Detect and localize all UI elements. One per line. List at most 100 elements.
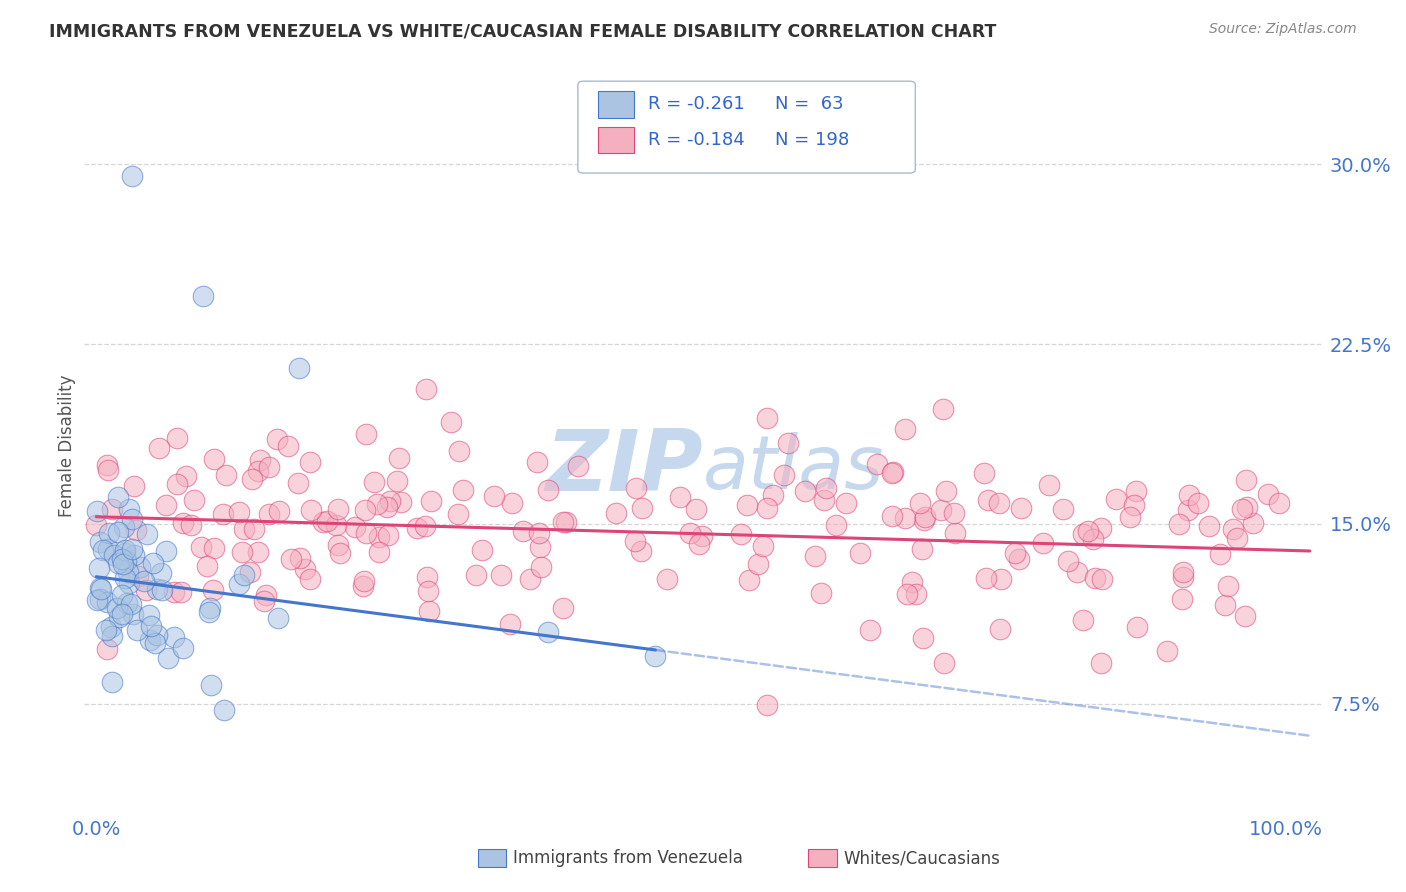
Point — [228, 505, 250, 519]
Point — [1241, 516, 1264, 530]
Text: Immigrants from Venezuela: Immigrants from Venezuela — [513, 849, 742, 867]
Text: Source: ZipAtlas.com: Source: ZipAtlas.com — [1209, 22, 1357, 37]
Point — [471, 542, 494, 557]
Point — [145, 628, 167, 642]
Point — [122, 607, 145, 622]
Point — [914, 510, 936, 524]
Point — [115, 554, 138, 568]
Point — [866, 457, 889, 471]
Point — [624, 533, 647, 548]
Point — [1177, 503, 1199, 517]
Point — [1234, 608, 1257, 623]
Point — [101, 502, 124, 516]
Point — [555, 515, 578, 529]
Point — [121, 541, 143, 556]
Point — [89, 581, 111, 595]
Point — [489, 568, 512, 582]
Point — [973, 466, 995, 480]
Point — [121, 512, 143, 526]
Point — [108, 609, 131, 624]
Point — [299, 503, 322, 517]
Point — [420, 493, 443, 508]
Point — [1171, 570, 1194, 584]
Point — [834, 496, 856, 510]
Y-axis label: Female Disability: Female Disability — [58, 375, 76, 517]
Point — [107, 556, 129, 570]
Point — [129, 560, 152, 574]
Point — [247, 464, 270, 478]
Point — [150, 583, 173, 598]
Point — [977, 492, 1000, 507]
Point — [1066, 565, 1088, 579]
Point — [352, 579, 374, 593]
Point — [690, 529, 713, 543]
Point — [896, 587, 918, 601]
Point — [1125, 483, 1147, 498]
Point — [529, 540, 551, 554]
Point — [813, 492, 835, 507]
Point — [762, 488, 785, 502]
Point — [735, 498, 758, 512]
Point — [172, 516, 194, 530]
Point — [848, 546, 870, 560]
Point — [97, 526, 120, 541]
Point — [121, 597, 143, 611]
Point — [415, 570, 437, 584]
Point — [280, 552, 302, 566]
Point — [1126, 620, 1149, 634]
Point — [215, 467, 238, 482]
Point — [114, 543, 136, 558]
Point — [1156, 644, 1178, 658]
Point — [148, 441, 170, 455]
Point — [1216, 579, 1239, 593]
Point — [1056, 554, 1078, 568]
Point — [1008, 552, 1031, 566]
Point — [825, 518, 848, 533]
Point — [756, 698, 779, 712]
Point — [105, 601, 128, 615]
Point — [97, 462, 120, 476]
Point — [231, 545, 253, 559]
Point — [110, 588, 132, 602]
Point — [1077, 524, 1099, 538]
Point — [624, 481, 647, 495]
Point — [1090, 656, 1112, 670]
Point — [512, 524, 534, 539]
Point — [86, 504, 108, 518]
Point — [114, 546, 136, 560]
Point — [202, 452, 225, 467]
Point — [122, 549, 145, 563]
Point — [377, 528, 399, 542]
Text: N =  63: N = 63 — [775, 95, 844, 113]
Point — [413, 519, 436, 533]
Point — [416, 583, 439, 598]
Point — [114, 571, 136, 585]
Point — [1105, 492, 1128, 507]
Point — [756, 501, 779, 516]
Point — [685, 502, 707, 516]
Point — [329, 546, 352, 560]
Point — [912, 513, 935, 527]
Point — [987, 496, 1010, 510]
Point — [942, 506, 965, 520]
Point — [166, 431, 188, 445]
Point — [630, 543, 652, 558]
Point — [157, 651, 180, 665]
Point — [751, 539, 773, 553]
Point — [89, 592, 111, 607]
Point — [176, 469, 198, 483]
Point — [1257, 487, 1279, 501]
Point — [363, 475, 385, 489]
Point — [1083, 532, 1105, 546]
Point — [669, 491, 692, 505]
Point — [118, 576, 141, 591]
Point — [193, 289, 215, 303]
Point — [149, 566, 172, 581]
Point — [776, 436, 799, 450]
Point — [1038, 478, 1060, 492]
Point — [1178, 488, 1201, 502]
Point — [537, 624, 560, 639]
Point — [1230, 502, 1253, 516]
Point — [111, 552, 134, 566]
Point — [1234, 473, 1257, 487]
